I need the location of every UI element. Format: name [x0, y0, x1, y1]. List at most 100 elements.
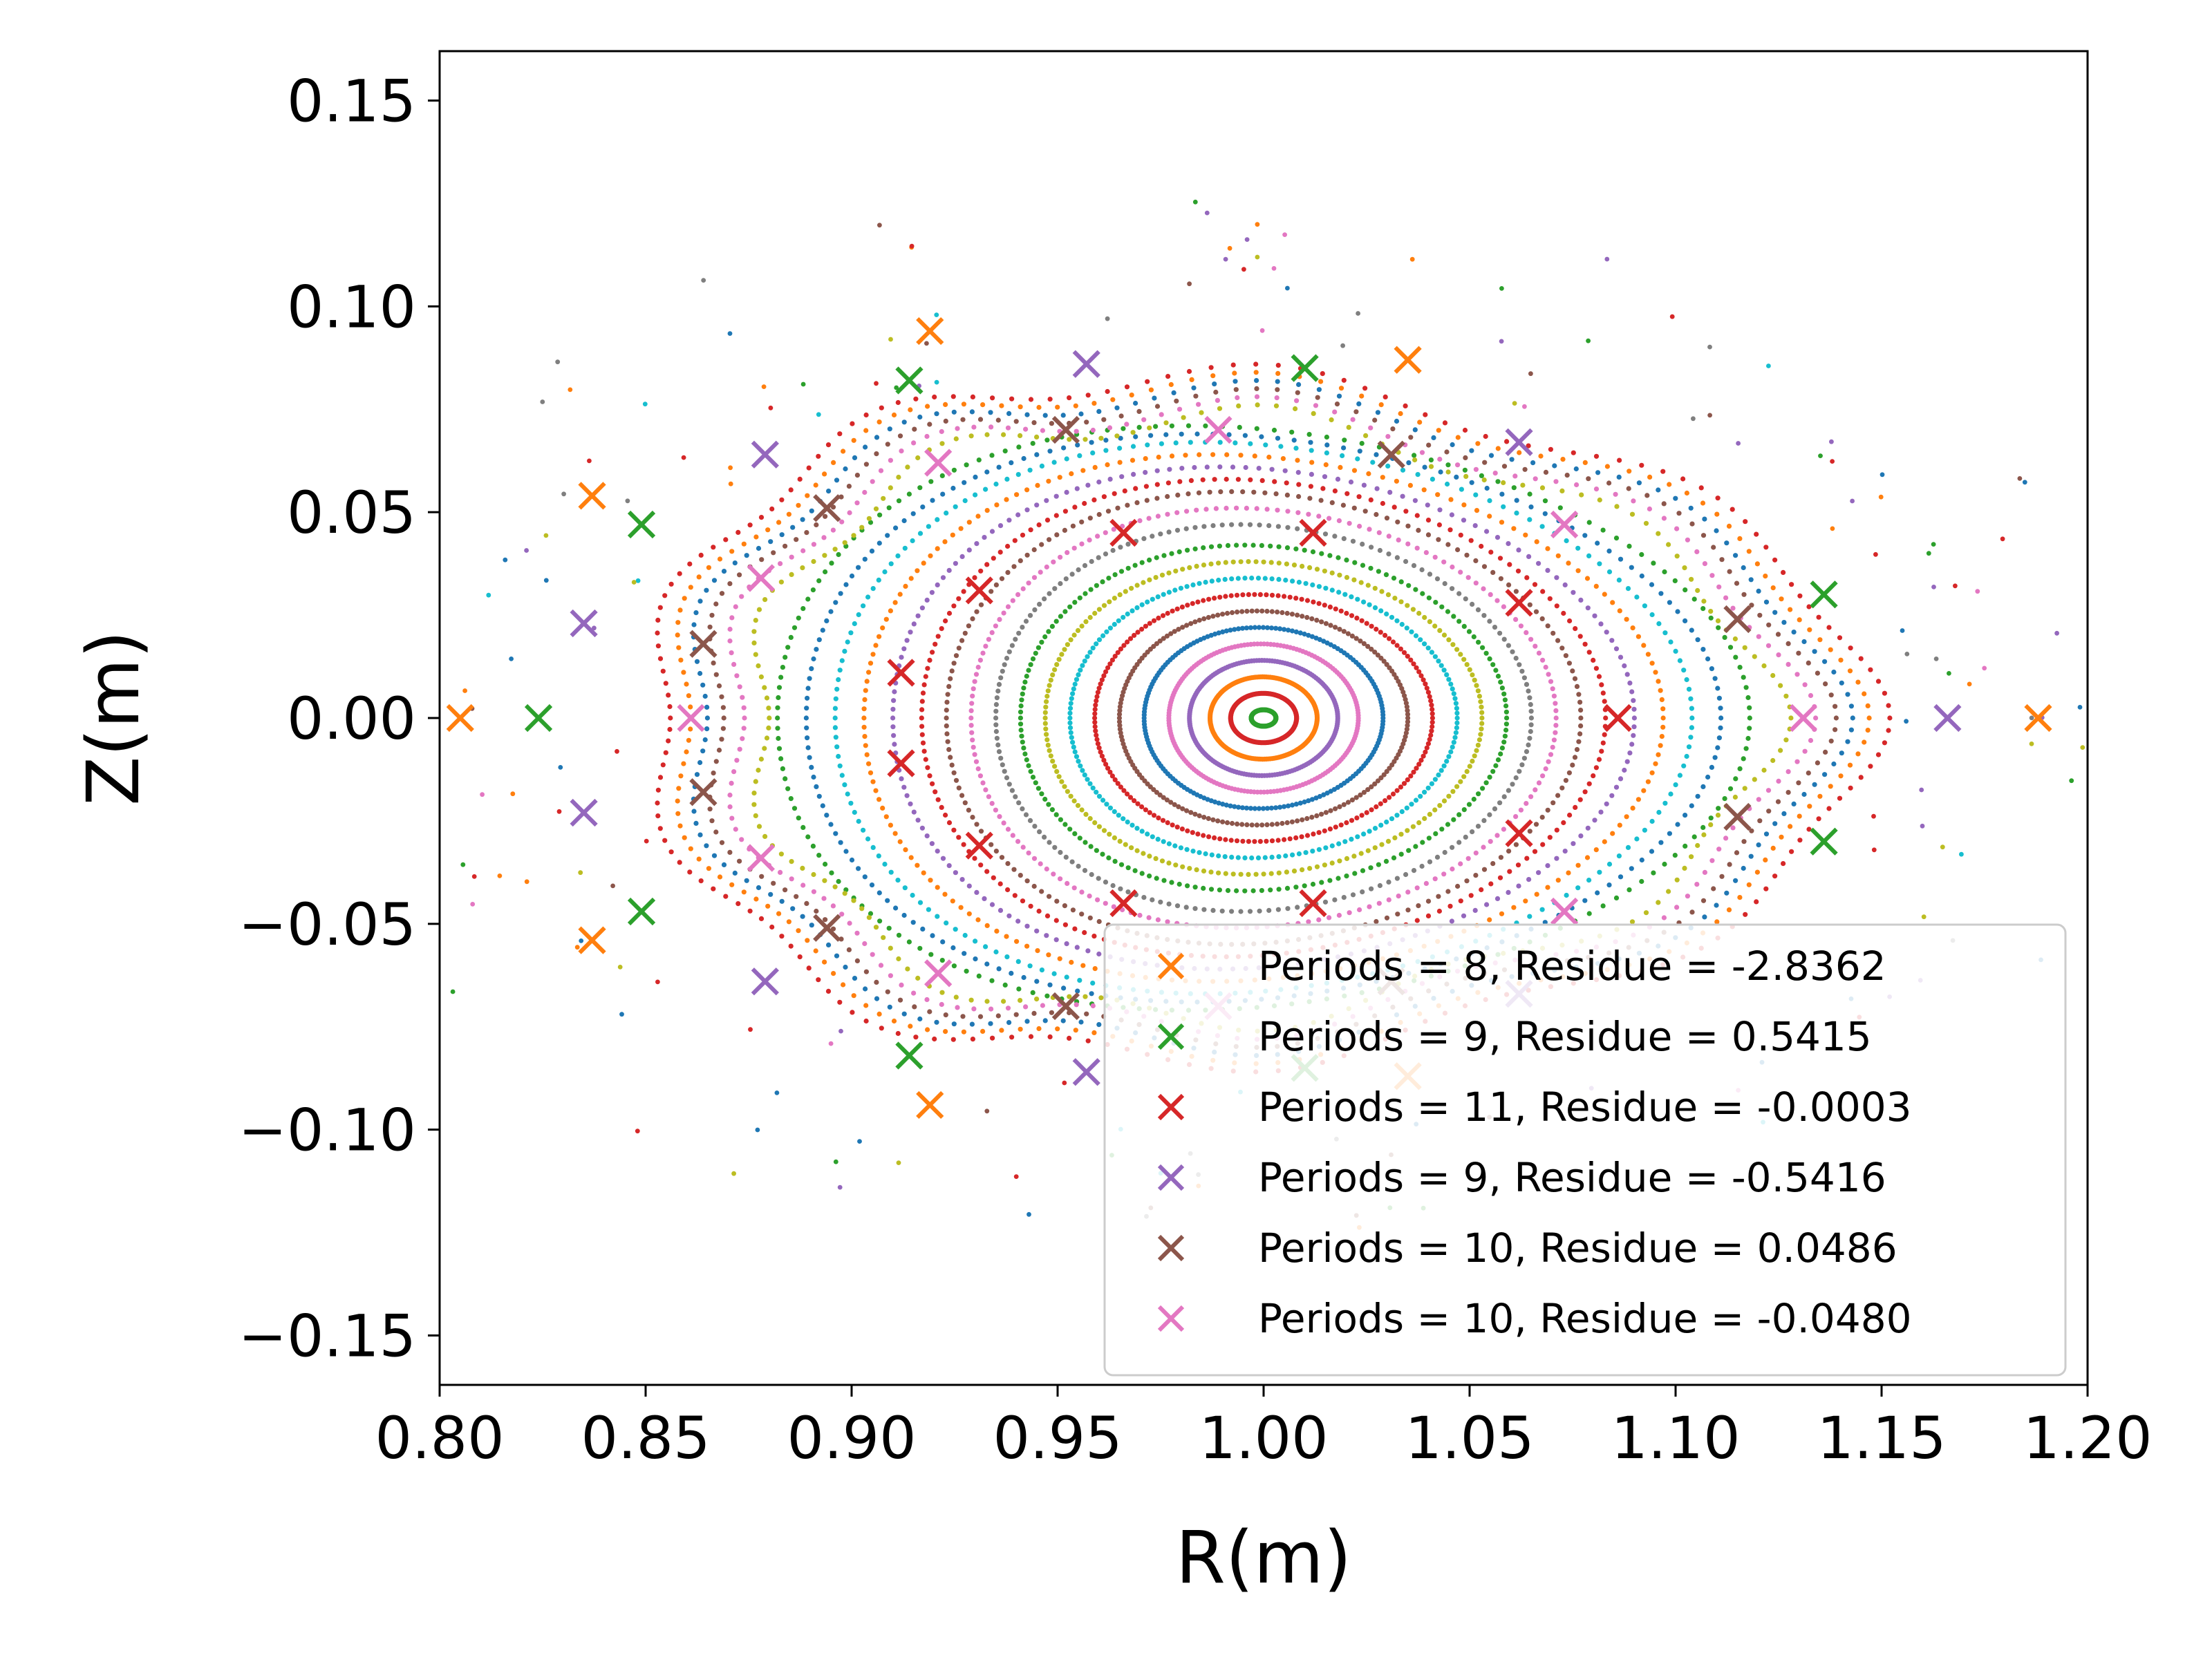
- chaotic-point: [503, 558, 507, 563]
- chaotic-point: [838, 1029, 843, 1034]
- chaotic-point: [2030, 742, 2034, 746]
- chaotic-point: [460, 862, 465, 867]
- chaotic-point: [1260, 328, 1265, 333]
- chaotic-point: [728, 465, 733, 470]
- chaotic-point: [462, 688, 467, 693]
- chaotic-point: [1105, 317, 1110, 321]
- legend-label: Periods = 9, Residue = 0.5415: [1258, 1013, 1872, 1060]
- chaotic-point: [762, 384, 767, 389]
- chaotic-point: [1829, 440, 1834, 444]
- chaotic-point: [682, 455, 686, 460]
- chaotic-point: [834, 1160, 838, 1164]
- chaotic-point: [1934, 657, 1939, 661]
- chaotic-point: [1224, 257, 1228, 262]
- chaotic-point: [728, 331, 733, 336]
- chaotic-point: [1014, 1174, 1019, 1179]
- chaotic-point: [544, 533, 549, 538]
- y-tick-label: 0.00: [287, 685, 416, 753]
- chaotic-point: [748, 1027, 753, 1032]
- chaotic-point: [615, 749, 619, 754]
- chaotic-point: [451, 990, 456, 994]
- legend-entry: Periods = 11, Residue = -0.0003: [1159, 1084, 1912, 1131]
- chaotic-point: [587, 459, 592, 464]
- chaotic-point: [2054, 631, 2059, 636]
- chaotic-point: [1528, 371, 1533, 376]
- chaotic-point: [1228, 246, 1232, 251]
- chaotic-point: [1920, 824, 1925, 829]
- chaotic-point: [857, 1139, 862, 1144]
- chaotic-point: [1830, 459, 1835, 464]
- chaotic-point: [877, 223, 882, 227]
- chaotic-point: [1241, 267, 1246, 272]
- legend-entry: Periods = 10, Residue = 0.0486: [1159, 1225, 1897, 1272]
- chaotic-point: [1922, 914, 1927, 919]
- chaotic-point: [575, 945, 580, 950]
- chaotic-point: [558, 765, 563, 770]
- chaotic-point: [1818, 453, 1823, 458]
- chaotic-point: [1947, 671, 1951, 676]
- chaotic-point: [2023, 480, 2027, 484]
- chaotic-point: [1830, 527, 1835, 531]
- chaotic-point: [935, 380, 939, 385]
- chaotic-point: [525, 879, 529, 884]
- chaotic-point: [618, 965, 623, 970]
- chaotic-point: [731, 1171, 736, 1176]
- chaotic-point: [1522, 404, 1527, 409]
- chaotic-point: [1850, 499, 1855, 504]
- x-axis-label: R(m): [1176, 1515, 1352, 1600]
- x-tick-label: 0.85: [581, 1404, 710, 1472]
- chaotic-point: [1872, 847, 1877, 852]
- chaotic-point: [1959, 852, 1964, 857]
- x-tick-label: 1.10: [1611, 1404, 1740, 1472]
- chaotic-point: [635, 1129, 640, 1133]
- x-tick-label: 0.80: [375, 1404, 504, 1472]
- chaotic-point: [934, 312, 939, 317]
- chaotic-point: [610, 884, 615, 889]
- chaotic-point: [1707, 413, 1712, 418]
- chaotic-point: [1904, 652, 1909, 657]
- chaotic-point: [1340, 343, 1345, 348]
- chaotic-point: [1604, 257, 1609, 262]
- chaotic-point: [544, 578, 549, 583]
- chaotic-point: [1940, 844, 1945, 849]
- chaotic-point: [1187, 281, 1192, 286]
- chaotic-point: [829, 1041, 834, 1046]
- chaotic-point: [2078, 705, 2083, 710]
- chaotic-point: [1904, 719, 1909, 724]
- legend-entry: Periods = 8, Residue = -2.8362: [1159, 943, 1886, 990]
- chaotic-point: [1873, 552, 1878, 557]
- chaotic-point: [910, 244, 915, 249]
- legend-entry: Periods = 9, Residue = 0.5415: [1159, 1013, 1872, 1060]
- chaotic-point: [509, 657, 514, 661]
- chaotic-point: [486, 593, 491, 598]
- chaotic-point: [470, 902, 475, 907]
- legend-label: Periods = 8, Residue = -2.8362: [1258, 943, 1886, 990]
- chaotic-point: [756, 1128, 760, 1133]
- chaotic-point: [1285, 286, 1290, 291]
- chaotic-point: [838, 1185, 843, 1190]
- chaotic-point: [874, 381, 879, 386]
- chaotic-point: [619, 1012, 624, 1017]
- chaotic-point: [2018, 476, 2023, 481]
- chaotic-point: [1879, 495, 1884, 500]
- chaotic-point: [2030, 716, 2034, 721]
- chaotic-point: [1272, 266, 1277, 271]
- y-tick-label: 0.15: [287, 67, 416, 135]
- chaotic-point: [643, 402, 648, 406]
- chaotic-point: [1062, 1081, 1067, 1086]
- chaotic-point: [1586, 339, 1591, 343]
- chaotic-point: [1356, 311, 1360, 316]
- chaotic-point: [2080, 745, 2085, 750]
- chaotic-point: [510, 791, 515, 796]
- chaotic-point: [1982, 666, 1987, 671]
- chaotic-point: [1691, 416, 1696, 421]
- chaotic-point: [1967, 682, 1972, 687]
- chaotic-point: [655, 980, 660, 985]
- x-tick-label: 1.00: [1199, 1404, 1328, 1472]
- legend-entry: Periods = 10, Residue = -0.0480: [1159, 1295, 1912, 1342]
- chaotic-point: [561, 491, 566, 496]
- x-tick-label: 0.95: [993, 1404, 1122, 1472]
- y-tick-label: −0.05: [238, 891, 416, 959]
